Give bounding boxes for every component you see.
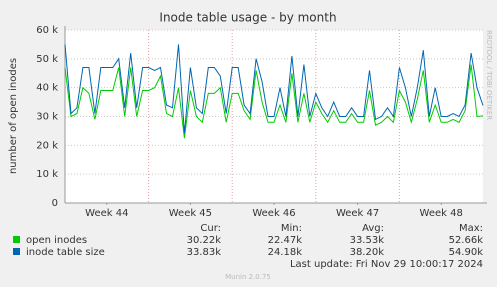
legend-label: open inodes: [26, 235, 87, 246]
x-tick-label: Week 47: [336, 208, 379, 219]
legend-swatch: [13, 248, 20, 255]
stats-value: 24.18k: [268, 247, 303, 258]
footer: Munin 2.0.75: [225, 273, 271, 281]
x-tick-label: Week 46: [252, 208, 295, 219]
legend-label: inode table size: [26, 247, 105, 258]
stats-header: Cur:: [200, 223, 221, 234]
last-update: Last update: Fri Nov 29 10:00:17 2024: [290, 259, 483, 270]
watermark: RRDTOOL / TOBI OETIKER: [485, 30, 493, 120]
legend-swatch: [13, 236, 20, 243]
x-tick-label: Week 44: [85, 208, 128, 219]
stats-value: 33.53k: [350, 235, 385, 246]
y-axis-label: number of open inodes: [8, 58, 19, 174]
stats-value: 52.66k: [449, 235, 484, 246]
stats-header: Min:: [281, 223, 302, 234]
stats-value: 38.20k: [350, 247, 385, 258]
x-tick-label: Week 45: [169, 208, 212, 219]
y-tick-label: 30 k: [36, 112, 58, 123]
y-tick-label: 20 k: [36, 140, 58, 151]
stats-value: 54.90k: [449, 247, 484, 258]
y-tick-label: 0: [52, 198, 58, 209]
y-tick-label: 60 k: [36, 25, 58, 36]
stats-value: 22.47k: [268, 235, 303, 246]
x-tick-label: Week 48: [420, 208, 463, 219]
chart-title: Inode table usage - by month: [159, 11, 336, 25]
stats-header: Avg:: [362, 223, 384, 234]
stats-header: Max:: [459, 223, 483, 234]
y-tick-label: 50 k: [36, 54, 58, 65]
y-tick-label: 10 k: [36, 169, 58, 180]
stats-value: 33.83k: [187, 247, 222, 258]
series-line: [64, 44, 484, 134]
series-line: [64, 64, 484, 139]
stats-value: 30.22k: [187, 235, 222, 246]
y-tick-label: 40 k: [36, 83, 58, 94]
